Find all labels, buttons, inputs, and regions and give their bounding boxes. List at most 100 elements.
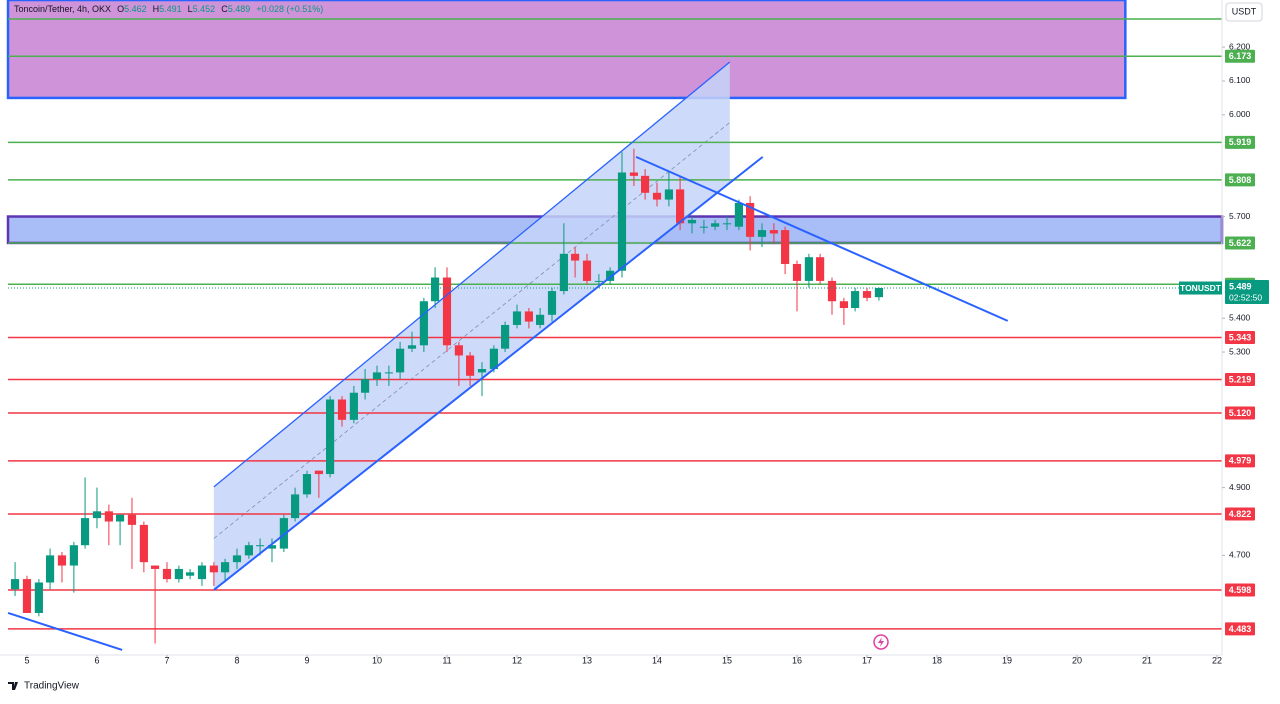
x-tick-label: 6	[94, 655, 99, 665]
currency-box[interactable]	[1225, 2, 1263, 22]
y-tick-label: 5.400	[1229, 312, 1251, 322]
x-tick-label: 11	[442, 655, 451, 665]
level-label-box	[1225, 49, 1255, 63]
candle-body	[92, 511, 102, 519]
candle-body	[419, 301, 428, 346]
symbol-box	[1179, 281, 1222, 295]
candle-body	[127, 514, 137, 525]
y-tick-label: 5.300	[1229, 346, 1251, 356]
candle-body	[652, 192, 662, 200]
level-label: 5.120	[1229, 408, 1252, 418]
level-label: 4.979	[1229, 456, 1252, 466]
level-label-box	[1225, 173, 1255, 187]
level-label: 5.919	[1229, 137, 1252, 147]
candle-body	[115, 514, 125, 522]
candle-body	[559, 253, 568, 292]
channel-upper	[213, 61, 731, 488]
candle-body	[431, 277, 440, 302]
header-change: +0.028 (+0.51%)	[256, 4, 323, 14]
x-tick-label: 16	[792, 655, 802, 665]
ohlc-key: C	[221, 4, 228, 14]
level-label-box	[1225, 622, 1255, 636]
lightning-icon[interactable]	[873, 634, 889, 650]
candle-body	[641, 175, 650, 193]
ohlc-key: O	[117, 4, 124, 14]
level-label: 5.219	[1229, 374, 1252, 384]
candle-body	[267, 545, 277, 549]
candle-body	[839, 301, 848, 309]
y-tick-label: 6.100	[1229, 75, 1251, 85]
level-label-box	[1225, 135, 1255, 149]
candle-body	[466, 355, 475, 376]
trendline	[635, 155, 1009, 322]
candle-body	[326, 399, 335, 475]
candle-body	[524, 311, 533, 322]
symbol-label: TONUSDT	[1180, 283, 1222, 293]
candle-body	[162, 568, 172, 580]
candle-body	[501, 324, 510, 349]
level-label-box	[1225, 583, 1255, 597]
ohlc-value: 5.491	[159, 4, 182, 14]
y-tick-label: 4.900	[1229, 482, 1251, 492]
candle-body	[337, 399, 347, 420]
candle-body	[220, 562, 230, 573]
x-tick-label: 14	[652, 655, 662, 665]
y-tick-label: 5.700	[1229, 211, 1251, 221]
candle-body	[69, 545, 78, 566]
candle-body	[676, 189, 685, 224]
icon-bolt	[878, 637, 884, 647]
channel-lower	[213, 156, 764, 591]
candle-body	[606, 270, 615, 281]
candle-body	[571, 253, 580, 261]
candle-body	[617, 172, 627, 271]
candle-body	[314, 470, 323, 475]
candle-body	[255, 545, 265, 547]
candle-body	[769, 230, 778, 234]
candle-body	[396, 348, 405, 373]
candle-body	[664, 189, 673, 200]
candle-body	[687, 219, 697, 224]
candle-body	[512, 311, 522, 325]
candle-body	[279, 518, 288, 549]
candle-body	[722, 223, 732, 225]
candle-body	[209, 565, 218, 573]
candle-body	[22, 579, 32, 613]
ohlc-key: L	[188, 4, 193, 14]
x-tick-label: 8	[234, 655, 239, 665]
candle-body	[827, 280, 837, 302]
level-label-box	[1225, 330, 1255, 344]
candle-body	[104, 511, 113, 522]
ohlc-value: 5.489	[228, 4, 251, 14]
candle-body	[349, 392, 358, 420]
x-tick-label: 18	[932, 655, 942, 665]
x-tick-label: 12	[512, 655, 522, 665]
countdown: 02:52:50	[1229, 292, 1262, 302]
candle-body	[582, 260, 592, 281]
y-tick-label: 6.000	[1229, 109, 1251, 119]
x-tick-label: 17	[862, 655, 872, 665]
candle-body	[874, 288, 883, 298]
candle-body	[407, 345, 417, 349]
icon-circle	[873, 634, 889, 650]
candle-body	[489, 348, 498, 370]
candle-body	[185, 572, 195, 576]
x-tick-label: 5	[24, 655, 29, 665]
x-tick-label: 19	[1002, 655, 1012, 665]
candle-body	[232, 555, 242, 563]
candle-body	[45, 555, 55, 583]
candle-body	[244, 545, 253, 556]
x-tick-label: 22	[1212, 655, 1222, 665]
candle-body	[291, 494, 300, 519]
candle-body	[57, 555, 67, 566]
header-title: Toncoin/Tether, 4h, OKX	[14, 4, 111, 14]
x-tick-label: 20	[1072, 655, 1082, 665]
level-label: 6.173	[1229, 51, 1252, 61]
plot	[6, 0, 1224, 651]
level-label-box	[1225, 454, 1255, 468]
level-label-box	[1225, 507, 1255, 521]
level-label: 4.822	[1229, 509, 1252, 519]
candle-body	[302, 474, 312, 495]
price-label: 5.489	[1229, 281, 1252, 291]
